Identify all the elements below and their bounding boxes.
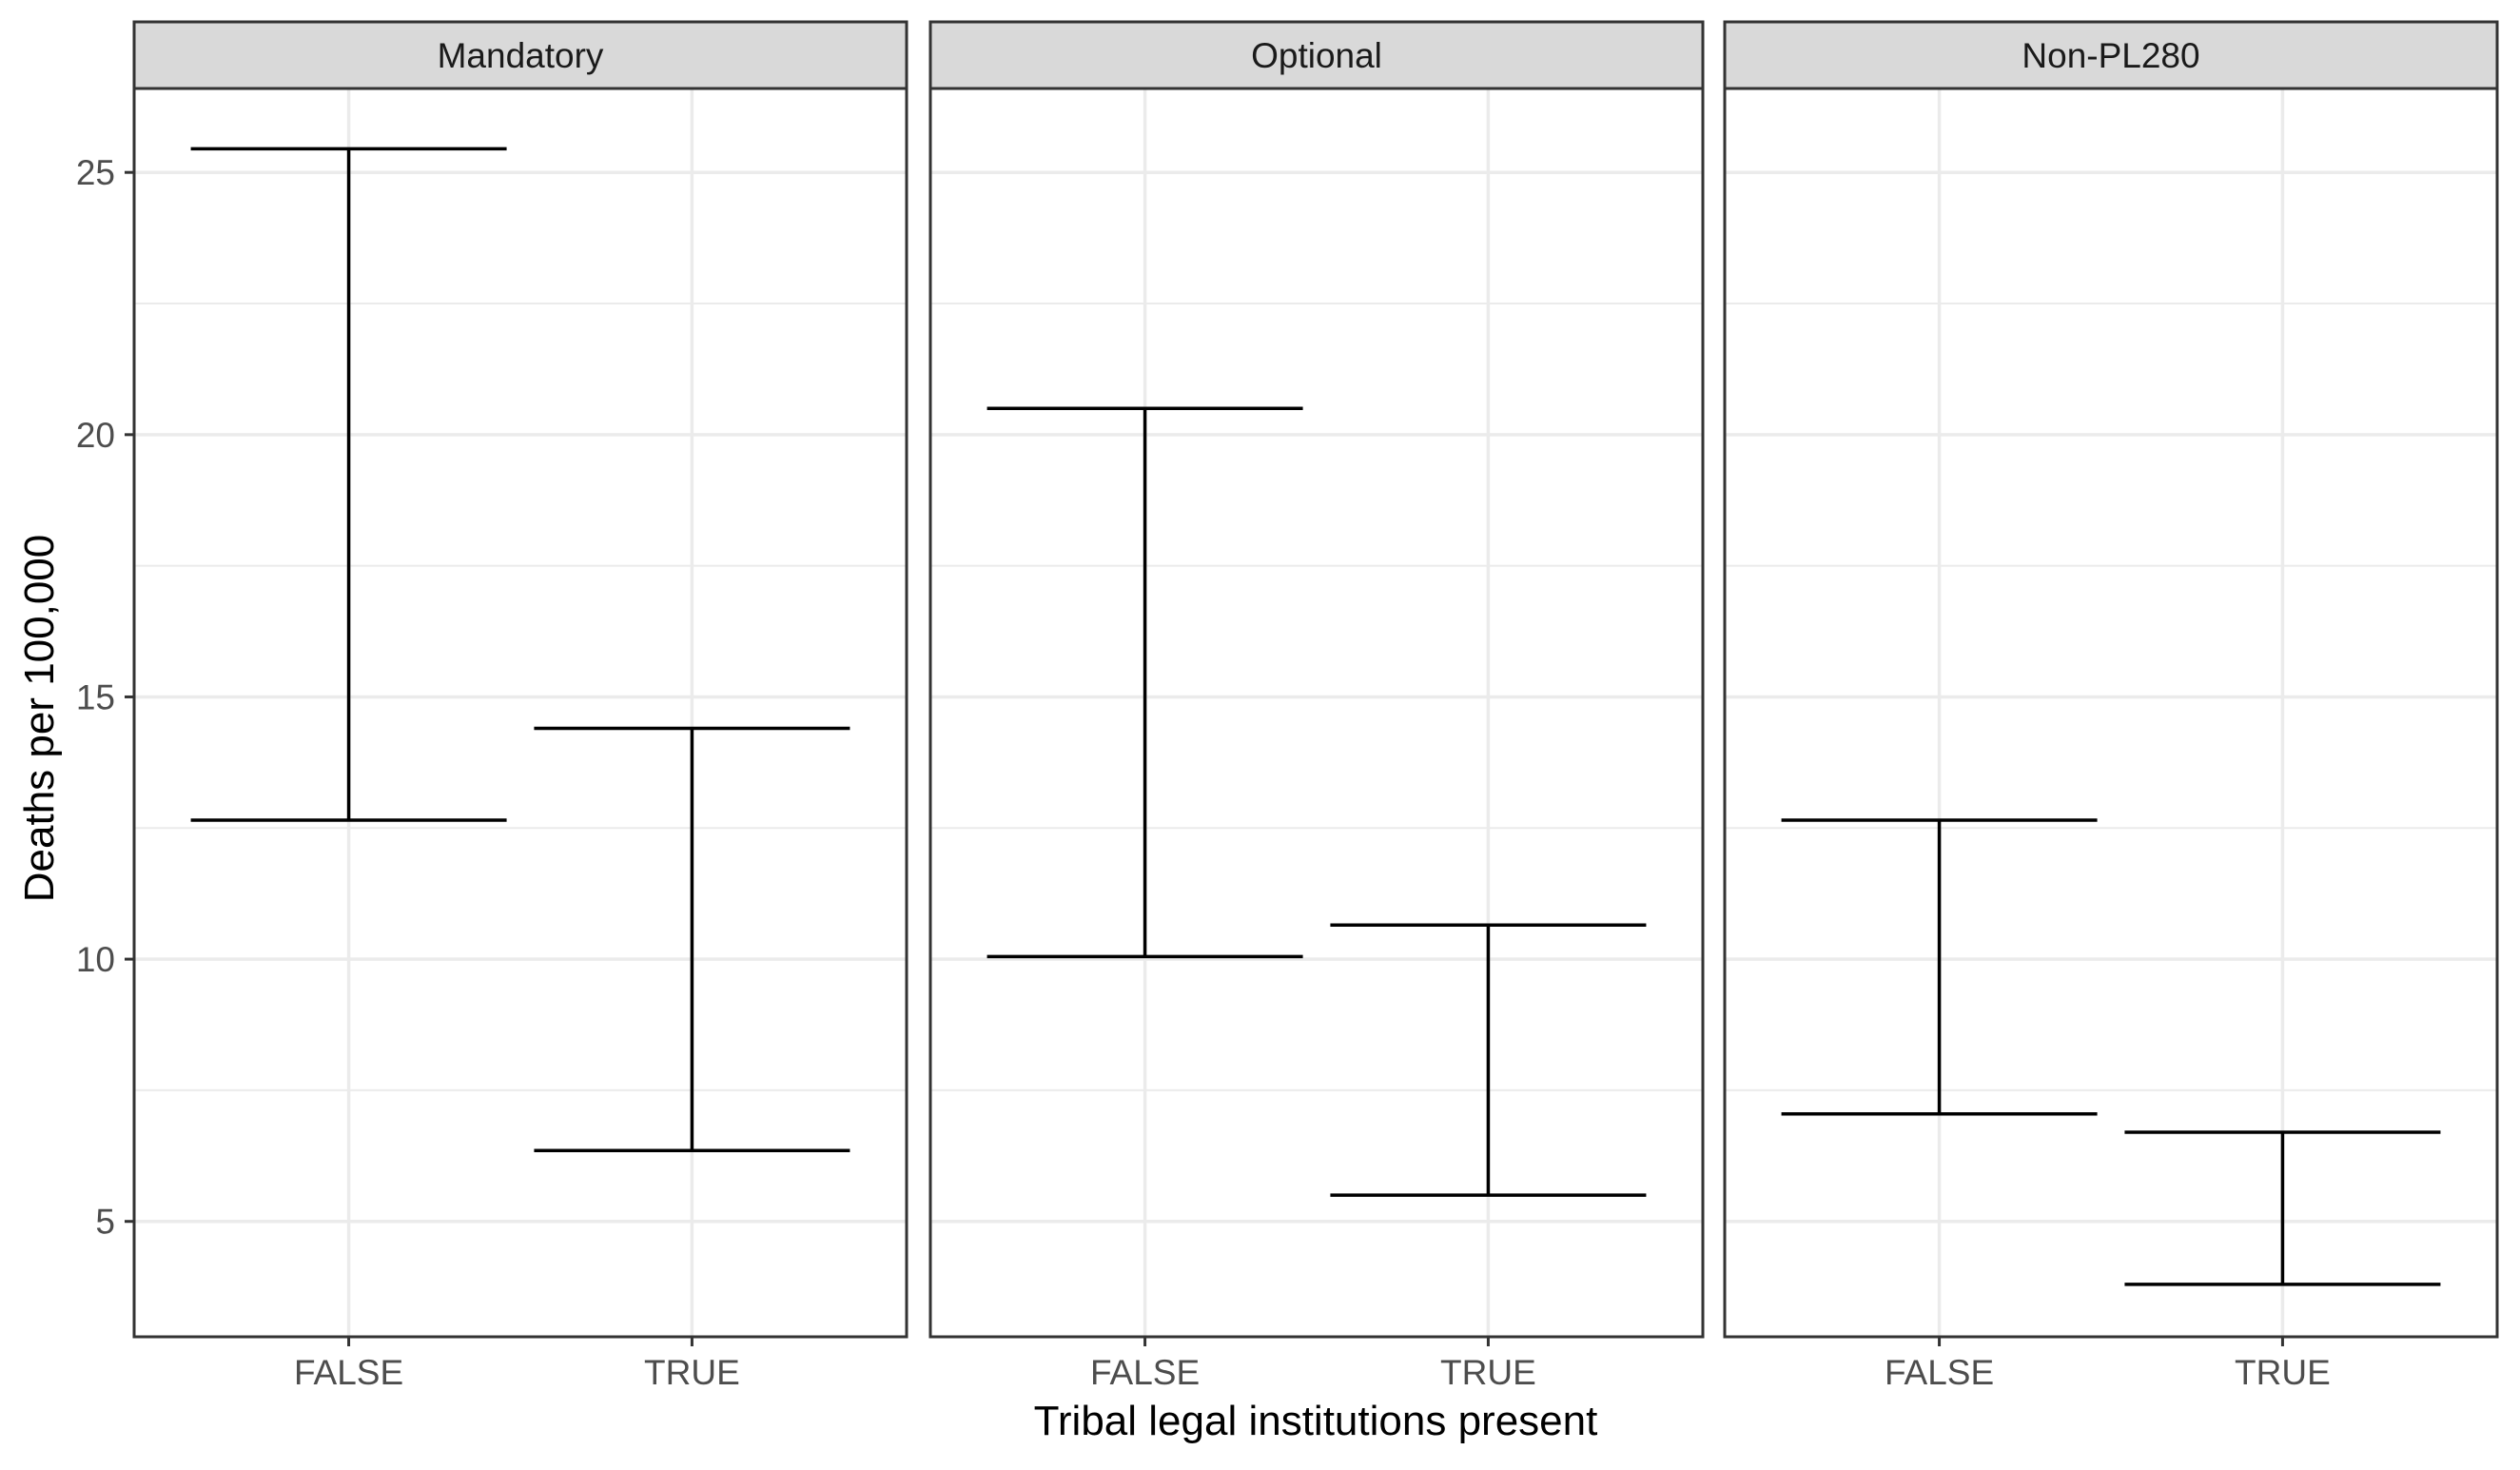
facet-strip-label: Mandatory bbox=[438, 36, 604, 75]
panel-background bbox=[1725, 88, 2497, 1337]
y-tick-label: 25 bbox=[76, 153, 115, 192]
x-tick-label: FALSE bbox=[1885, 1353, 1994, 1392]
y-tick-label: 15 bbox=[76, 677, 115, 716]
error-bar bbox=[1781, 818, 2098, 1116]
y-axis: 5 10 15 20 25 bbox=[76, 153, 134, 1242]
facet-strip bbox=[928, 20, 1705, 90]
x-tick-label: TRUE bbox=[2235, 1353, 2331, 1392]
x-tick-label: FALSE bbox=[294, 1353, 403, 1392]
facet-strip bbox=[1723, 20, 2499, 90]
error-bar bbox=[534, 726, 850, 1153]
y-tick-label: 5 bbox=[95, 1203, 115, 1242]
facet-strip-label: Optional bbox=[1251, 36, 1382, 75]
y-tick-label: 10 bbox=[76, 940, 115, 979]
y-tick-label: 20 bbox=[76, 416, 115, 455]
error-bar bbox=[1330, 923, 1647, 1197]
facet-panel: FALSE TRUE Non-PL280 bbox=[1723, 20, 2499, 1392]
facet-strip bbox=[132, 20, 908, 90]
facet-panel: FALSE TRUE Optional bbox=[928, 20, 1705, 1392]
x-axis-title: Tribal legal institutions present bbox=[1034, 1398, 1598, 1444]
panel-background bbox=[930, 88, 1703, 1337]
panel-background bbox=[134, 88, 907, 1337]
x-tick-label: FALSE bbox=[1090, 1353, 1200, 1392]
y-axis-title: Deaths per 100,000 bbox=[16, 535, 63, 903]
x-tick-label: TRUE bbox=[644, 1353, 740, 1392]
error-bar bbox=[2124, 1130, 2441, 1286]
error-bar bbox=[190, 147, 507, 822]
facet-strip-label: Non-PL280 bbox=[2022, 36, 2199, 75]
x-tick-label: TRUE bbox=[1440, 1353, 1536, 1392]
facet-panel: FALSE TRUE Mandatory bbox=[132, 20, 908, 1392]
error-bar bbox=[987, 406, 1303, 959]
